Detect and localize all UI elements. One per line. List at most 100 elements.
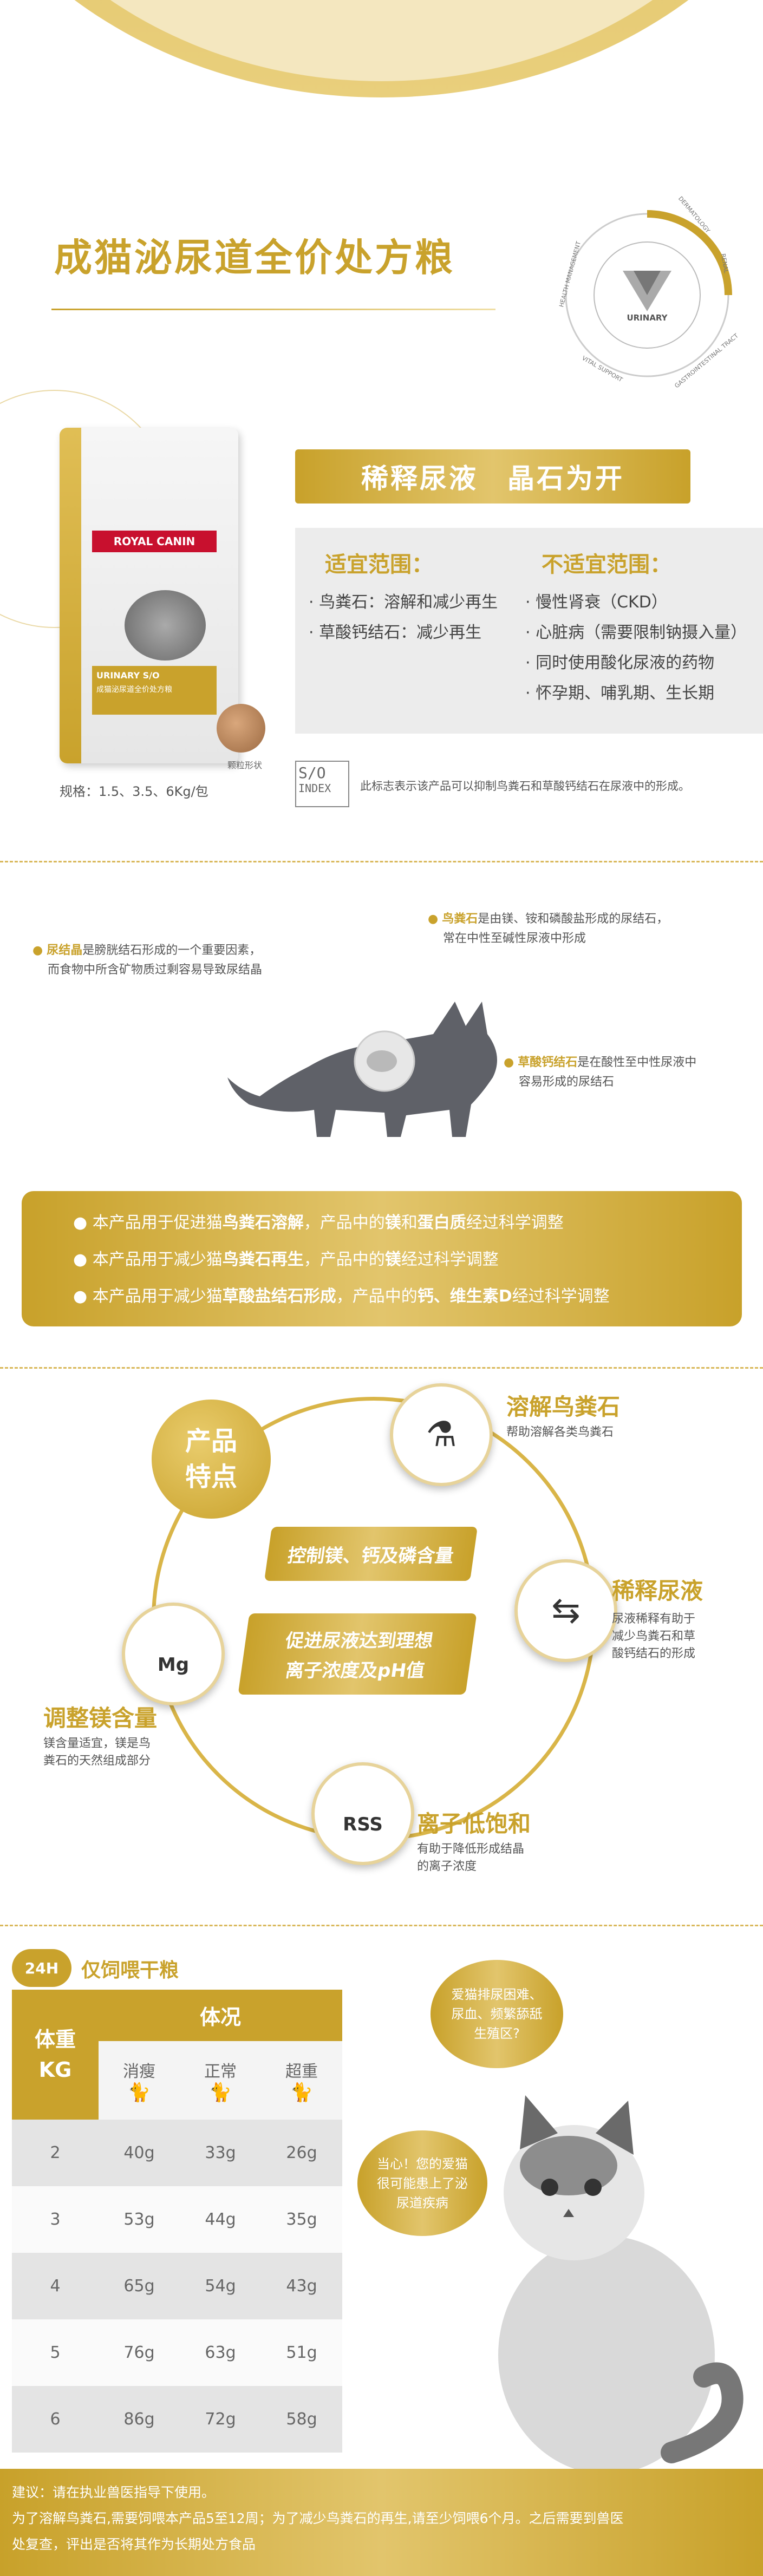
badge-center-label: URINARY xyxy=(627,313,668,323)
speech-bubble-1-text: 爱猫排尿困难、尿血、频繁舔舐生殖区? xyxy=(451,1987,543,2041)
table-row: 2 40g 33g 26g xyxy=(12,2120,342,2186)
usage-highlight: 镁 xyxy=(384,1213,401,1232)
bag-cat-image xyxy=(125,590,206,661)
divider-3 xyxy=(0,1925,763,1926)
table-row: 5 76g 63g 51g xyxy=(12,2319,342,2386)
table-row: 6 86g 72g 58g xyxy=(12,2386,342,2453)
sub-header-normal: 正常 🐈 xyxy=(180,2041,261,2120)
feature-4-desc: 有助于降低形成结晶 的离子浓度 xyxy=(417,1842,525,1873)
feature-pill-2-text-b: 离子浓度及pH值 xyxy=(284,1660,426,1682)
suitable-title: 适宜范围： xyxy=(325,552,433,577)
struvite-desc-2: 常在中性至碱性尿液中形成 xyxy=(443,932,586,945)
bag-gold-strip xyxy=(60,428,81,763)
dilute-urine-icon: ⇆ xyxy=(514,1559,617,1662)
feeding-table: 体重 KG 体况 消瘦 🐈 正常 🐈 超重 🐈 2 40g 33g 26g 3 53g 44g 35… xyxy=(12,1990,342,2453)
struvite-note: ● 鸟粪石是由镁、铵和磷酸盐形成的尿结石， 常在中性至碱性尿液中形成 xyxy=(428,910,668,949)
so-index-text: 此标志表示该产品可以抑制鸟粪石和草酸钙结石在尿液中的形成。 xyxy=(360,780,690,793)
feature-banner-text: 稀释尿液 晶石为开 xyxy=(361,463,624,494)
feeding-24h-badge: 24H xyxy=(12,1949,71,1987)
so-index-bottom: INDEX xyxy=(298,782,331,795)
feature-3-desc: 镁含量适宜，镁是鸟 粪石的天然组成部分 xyxy=(43,1737,151,1768)
rss-gauge-icon: RSS xyxy=(311,1762,414,1865)
speech-bubble-2-text: 当心！您的爱猫很可能患上了泌尿道疾病 xyxy=(377,2156,468,2211)
oxalate-note: ● 草酸钙结石是在酸性至中性尿液中 容易形成的尿结石 xyxy=(504,1053,696,1092)
crystal-name: 尿结晶 xyxy=(47,944,83,957)
cat-photo xyxy=(487,2084,747,2476)
feature-3-title: 调整镁含量 xyxy=(43,1705,158,1731)
sub-header-over: 超重 🐈 xyxy=(261,2041,342,2120)
features-center-1: 产品 xyxy=(185,1426,237,1456)
features-center-2: 特点 xyxy=(185,1462,237,1492)
feature-4-title: 离子低饱和 xyxy=(417,1810,531,1837)
magnesium-gauge-icon: Mg xyxy=(122,1603,225,1705)
usage-list: ● 本产品用于促进猫鸟粪石溶解，产品中的镁和蛋白质经过科学调整 ● 本产品用于减… xyxy=(73,1205,610,1315)
feeding-title: 仅饲喂干粮 xyxy=(81,1959,179,1982)
bag-label-box: URINARY S/O 成猫泌尿道全价处方粮 xyxy=(92,666,217,715)
so-index-logo: S/O INDEX xyxy=(295,761,349,807)
usage-item: ● 本产品用于促进猫鸟粪石溶解，产品中的镁和蛋白质经过科学调整 xyxy=(73,1213,564,1232)
usage-highlight: 草酸盐结石形成 xyxy=(222,1287,336,1306)
usage-box xyxy=(22,1191,742,1326)
table-row: 4 65g 54g 43g xyxy=(12,2253,342,2319)
oxalate-name: 草酸钙结石 xyxy=(518,1056,578,1069)
suitable-item: · 鸟粪石：溶解和减少再生 xyxy=(309,593,498,612)
usage-highlight: 镁 xyxy=(384,1250,401,1269)
range-box xyxy=(295,528,763,734)
cat-icon: 🐈 xyxy=(208,2081,232,2103)
cat-icon: 🐈 xyxy=(290,2081,314,2103)
bag-sublabel: 成猫泌尿道全价处方粮 xyxy=(96,685,172,694)
footer-line-1: 建议：请在执业兽医指导下使用。 xyxy=(12,2485,216,2500)
unsuitable-item: · 心脏病（需要限制钠摄入量） xyxy=(525,623,747,642)
suitable-item: · 草酸钙结石：减少再生 xyxy=(309,623,482,642)
page-title: 成猫泌尿道全价处方粮 xyxy=(54,236,455,280)
unsuitable-item: · 慢性肾衰（CKD） xyxy=(525,593,668,612)
divider-1 xyxy=(0,861,763,862)
bullet-dot: ● xyxy=(428,912,442,926)
kibble-image xyxy=(217,704,265,753)
unsuitable-title: 不适宜范围： xyxy=(542,552,671,577)
struvite-dissolve-icon: ⚗ xyxy=(390,1383,493,1486)
feature-2-desc: 尿液稀释有助于 减少鸟粪石和草 酸钙结石的形成 xyxy=(612,1612,696,1660)
spec-text: 规格：1.5、3.5、6Kg/包 xyxy=(60,784,208,799)
bag-label: URINARY S/O xyxy=(96,670,160,681)
brand-logo: ROYAL CANIN xyxy=(92,531,217,552)
feature-banner: 稀释尿液 晶石为开 xyxy=(295,449,690,504)
title-underline xyxy=(51,309,495,310)
speech-bubble-1: 爱猫排尿困难、尿血、频繁舔舐生殖区? xyxy=(431,1960,563,2068)
speech-bubble-2: 当心！您的爱猫很可能患上了泌尿道疾病 xyxy=(357,2130,487,2236)
footer-line-2: 为了溶解鸟粪石,需要饲喂本产品5至12周；为了减少鸟粪石的再生,请至少饲喂6个月… xyxy=(12,2510,624,2526)
cat-silhouette xyxy=(227,980,531,1145)
feature-1-desc: 帮助溶解各类鸟粪石 xyxy=(506,1426,614,1439)
product-bag: ROYAL CANIN URINARY S/O 成猫泌尿道全价处方粮 xyxy=(60,428,238,763)
crystal-note: ● 尿结晶是膀胱结石形成的一个重要因素， 而食物中所含矿物质过剩容易导致尿结晶 xyxy=(32,941,262,980)
feature-pill-1: 控制镁、钙及磷含量 xyxy=(264,1527,478,1581)
cat-icon: 🐈 xyxy=(127,2081,151,2103)
footer-box: 建议：请在执业兽医指导下使用。 为了溶解鸟粪石,需要饲喂本产品5至12周；为了减… xyxy=(0,2469,763,2576)
crystal-desc-1: 是膀胱结石形成的一个重要因素， xyxy=(82,944,262,957)
weight-header: 体重 KG xyxy=(12,1990,99,2120)
struvite-desc-1: 是由镁、铵和磷酸盐形成的尿结石， xyxy=(478,912,669,926)
unsuitable-item: · 同时使用酸化尿液的药物 xyxy=(525,653,715,672)
struvite-name: 鸟粪石 xyxy=(442,912,478,926)
crystal-desc-2: 而食物中所含矿物质过剩容易导致尿结晶 xyxy=(48,963,263,977)
sub-header-thin: 消瘦 🐈 xyxy=(99,2041,180,2120)
bullet-dot: ● xyxy=(504,1056,518,1069)
urinary-badge: URINARY DERMATOLOGY RENAL GASTROINTESTIN… xyxy=(547,195,747,395)
feature-pill-1-text: 控制镁、钙及磷含量 xyxy=(286,1545,455,1567)
suitable-list: · 鸟粪石：溶解和减少再生 · 草酸钙结石：减少再生 xyxy=(309,587,498,648)
so-index-top: S/O xyxy=(298,764,326,782)
feature-pill-2: 促进尿液达到理想 离子浓度及pH值 xyxy=(238,1613,477,1695)
bullet-dot: ● xyxy=(32,944,47,957)
usage-item: ● 本产品用于减少猫鸟粪石再生，产品中的镁经过科学调整 xyxy=(73,1250,499,1269)
footer-line-3: 处复查，评出是否将其作为长期处方食品 xyxy=(12,2536,256,2552)
feature-pill-2-text-a: 促进尿液达到理想 xyxy=(284,1630,435,1652)
usage-item: ● 本产品用于减少猫草酸盐结石形成，产品中的钙、维生素D经过科学调整 xyxy=(73,1287,610,1306)
kibble-label: 颗粒形状 xyxy=(227,760,263,770)
usage-highlight: 鸟粪石溶解 xyxy=(222,1213,304,1232)
oxalate-desc-2: 容易形成的尿结石 xyxy=(519,1075,615,1089)
mg-label: Mg xyxy=(157,1654,190,1676)
usage-highlight: 钙、维生素D xyxy=(417,1287,512,1306)
feature-1-title: 溶解鸟粪石 xyxy=(506,1394,621,1420)
usage-highlight: 鸟粪石再生 xyxy=(222,1250,304,1269)
